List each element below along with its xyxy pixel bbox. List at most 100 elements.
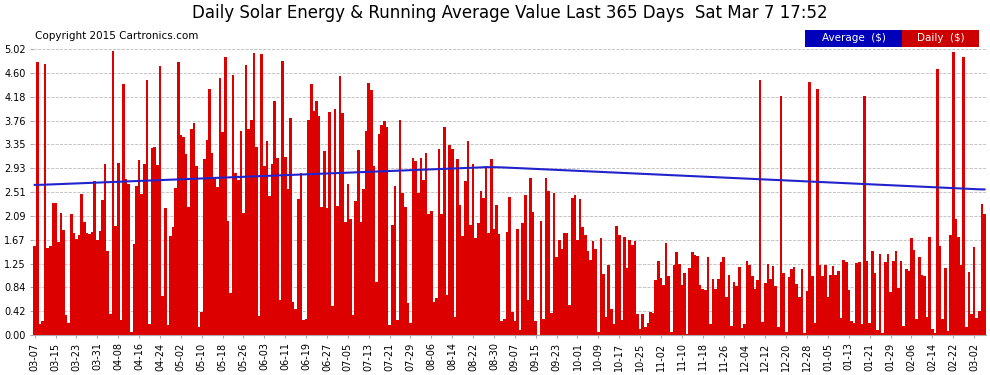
Bar <box>929 237 931 335</box>
Bar <box>141 195 143 335</box>
Bar <box>777 327 780 335</box>
Bar <box>401 194 404 335</box>
Bar <box>51 203 54 335</box>
Bar <box>222 132 224 335</box>
Bar <box>576 240 579 335</box>
Bar <box>407 303 409 335</box>
Bar <box>544 178 547 335</box>
Bar <box>931 329 934 335</box>
Bar <box>623 237 626 335</box>
Bar <box>158 66 161 335</box>
Bar <box>637 314 639 335</box>
Bar <box>822 276 824 335</box>
Bar <box>597 332 600 335</box>
Bar <box>458 205 461 335</box>
Bar <box>415 161 417 335</box>
Bar <box>565 233 568 335</box>
Bar <box>704 290 707 335</box>
Bar <box>268 195 271 335</box>
Bar <box>248 129 250 335</box>
Bar <box>417 194 420 335</box>
Bar <box>357 150 359 335</box>
Bar <box>887 255 889 335</box>
Bar <box>393 186 396 335</box>
Bar <box>70 214 72 335</box>
Bar <box>895 251 897 335</box>
Bar <box>738 267 741 335</box>
Bar <box>310 84 313 335</box>
Text: Daily  ($): Daily ($) <box>917 33 964 43</box>
Bar <box>85 232 88 335</box>
Bar <box>790 269 793 335</box>
Bar <box>72 232 75 335</box>
Bar <box>532 211 535 335</box>
Bar <box>514 321 516 335</box>
Bar <box>370 90 372 335</box>
Bar <box>273 101 276 335</box>
Bar <box>214 179 216 335</box>
Bar <box>331 306 334 335</box>
Bar <box>104 164 107 335</box>
Bar <box>354 201 357 335</box>
Bar <box>694 255 696 335</box>
Bar <box>133 244 136 335</box>
Bar <box>177 62 179 335</box>
Bar <box>346 184 349 335</box>
Bar <box>801 269 803 335</box>
Bar <box>543 319 545 335</box>
Bar <box>441 214 444 335</box>
Bar <box>667 276 670 335</box>
Bar <box>128 184 130 335</box>
Bar <box>114 226 117 335</box>
Bar <box>939 246 941 335</box>
Bar <box>351 315 354 335</box>
Bar <box>873 273 876 335</box>
Bar <box>847 291 850 335</box>
Bar <box>571 198 573 335</box>
Bar <box>824 265 827 335</box>
Bar <box>717 279 720 335</box>
Bar <box>654 280 657 335</box>
Bar <box>981 204 983 335</box>
Bar <box>255 147 257 335</box>
Bar <box>198 327 200 335</box>
Bar <box>816 88 819 335</box>
Bar <box>193 123 195 335</box>
Bar <box>844 262 847 335</box>
Bar <box>281 62 284 335</box>
Bar <box>498 234 501 335</box>
Bar <box>318 116 321 335</box>
Bar <box>522 223 524 335</box>
Bar <box>420 158 422 335</box>
Bar <box>250 120 252 335</box>
Bar <box>187 207 190 335</box>
Bar <box>506 232 508 335</box>
Bar <box>649 312 651 335</box>
Bar <box>665 243 667 335</box>
Bar <box>257 316 260 335</box>
Bar <box>185 154 187 335</box>
Bar <box>642 314 644 335</box>
Bar <box>344 222 346 335</box>
Bar <box>112 51 114 335</box>
Bar <box>631 245 634 335</box>
Bar <box>300 173 302 335</box>
Bar <box>589 260 592 335</box>
Bar <box>736 286 738 335</box>
Bar <box>651 313 654 335</box>
Bar <box>54 203 56 335</box>
Bar <box>889 292 892 335</box>
Bar <box>913 249 916 335</box>
Bar <box>237 180 240 335</box>
Bar <box>93 182 96 335</box>
Bar <box>422 180 425 335</box>
Bar <box>117 163 120 335</box>
Bar <box>916 319 918 335</box>
Bar <box>840 318 842 335</box>
Bar <box>855 263 858 335</box>
Bar <box>433 302 436 335</box>
Bar <box>819 265 822 335</box>
Bar <box>143 164 146 335</box>
Bar <box>758 80 761 335</box>
Bar <box>169 237 171 335</box>
